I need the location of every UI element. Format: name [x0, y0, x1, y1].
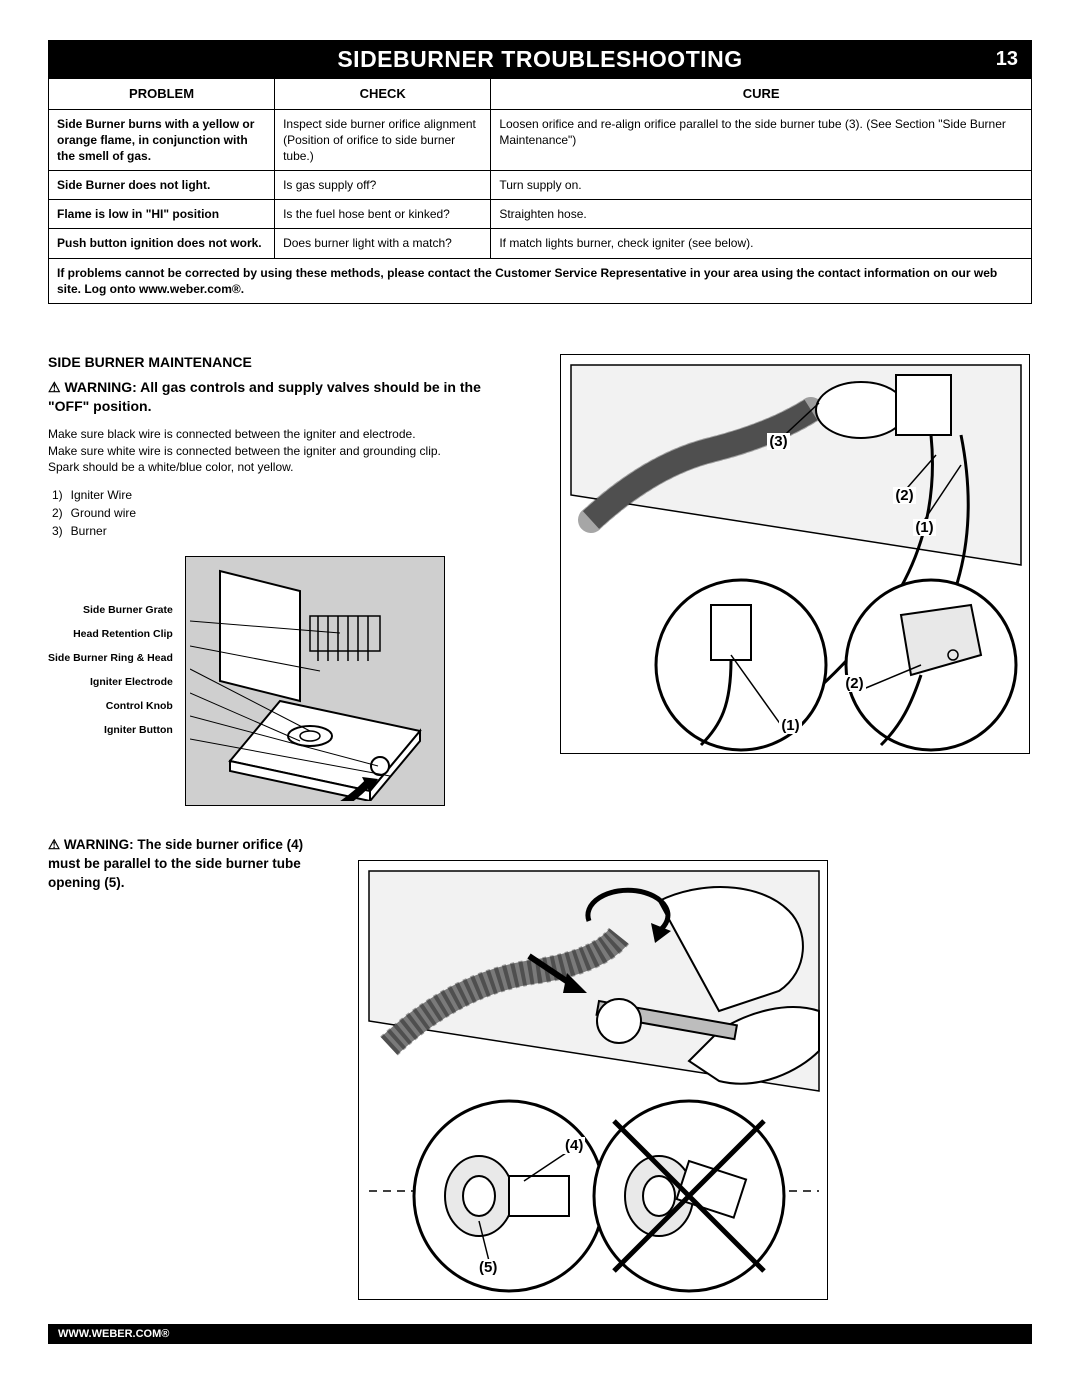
page-title: SIDEBURNER TROUBLESHOOTING: [337, 46, 742, 73]
list-text: Igniter Wire: [71, 486, 132, 504]
table-row: Flame is low in "HI" position Is the fue…: [49, 200, 1032, 229]
exploded-diagram: [185, 556, 445, 806]
body-line: Make sure white wire is connected betwee…: [48, 444, 441, 458]
orifice-svg-icon: [359, 861, 828, 1300]
th-problem: PROBLEM: [49, 79, 275, 110]
part-label: Igniter Button: [104, 724, 173, 736]
title-bar: SIDEBURNER TROUBLESHOOTING 13: [48, 40, 1032, 78]
callout-5: (5): [477, 1259, 499, 1276]
body-line: Spark should be a white/blue color, not …: [48, 460, 293, 474]
cell-problem: Side Burner burns with a yellow or orang…: [49, 109, 275, 171]
exploded-diagram-row: Side Burner Grate Head Retention Clip Si…: [48, 556, 520, 806]
list-num: 3): [52, 522, 63, 540]
footer-bar: WWW.WEBER.COM®: [48, 1324, 1032, 1344]
cell-check: Inspect side burner orifice alignment (P…: [275, 109, 491, 171]
table-row: Side Burner burns with a yellow or orang…: [49, 109, 1032, 171]
table-footer-text: If problems cannot be corrected by using…: [49, 258, 1032, 303]
part-label: Head Retention Clip: [73, 628, 173, 640]
table-footer-row: If problems cannot be corrected by using…: [49, 258, 1032, 303]
numbered-list: 1) Igniter Wire 2) Ground wire 3) Burner: [52, 486, 520, 540]
cell-cure: Turn supply on.: [491, 171, 1032, 200]
list-num: 1): [52, 486, 63, 504]
cell-check: Does burner light with a match?: [275, 229, 491, 258]
part-label: Control Knob: [106, 700, 173, 712]
troubleshooting-table: PROBLEM CHECK CURE Side Burner burns wit…: [48, 78, 1032, 304]
callout-1a: (1): [913, 519, 935, 536]
orifice-figure: (4) (5): [358, 860, 828, 1300]
exploded-svg-icon: [190, 561, 440, 801]
cell-check: Is gas supply off?: [275, 171, 491, 200]
section-heading: SIDE BURNER MAINTENANCE: [48, 354, 520, 370]
callout-3: (3): [767, 433, 789, 450]
cell-cure: Straighten hose.: [491, 200, 1032, 229]
table-row: Push button ignition does not work. Does…: [49, 229, 1032, 258]
part-label: Igniter Electrode: [90, 676, 173, 688]
list-num: 2): [52, 504, 63, 522]
cell-check: Is the fuel hose bent or kinked?: [275, 200, 491, 229]
page-number: 13: [996, 48, 1018, 71]
maintenance-body: Make sure black wire is connected betwee…: [48, 426, 520, 476]
list-text: Ground wire: [71, 504, 136, 522]
wiring-figure: (3) (2) (1) (2) (1): [560, 354, 1030, 754]
cell-cure: Loosen orifice and re-align orifice para…: [491, 109, 1032, 171]
callout-1b: (1): [779, 717, 801, 734]
callout-4: (4): [563, 1137, 585, 1154]
part-label: Side Burner Grate: [83, 604, 173, 616]
list-text: Burner: [71, 522, 107, 540]
cell-problem: Side Burner does not light.: [49, 171, 275, 200]
cell-cure: If match lights burner, check igniter (s…: [491, 229, 1032, 258]
wiring-svg-icon: [561, 355, 1030, 754]
body-line: Make sure black wire is connected betwee…: [48, 427, 416, 441]
cell-problem: Push button ignition does not work.: [49, 229, 275, 258]
table-row: Side Burner does not light. Is gas suppl…: [49, 171, 1032, 200]
callout-2a: (2): [893, 487, 915, 504]
part-label: Side Burner Ring & Head: [48, 652, 173, 664]
th-cure: CURE: [491, 79, 1032, 110]
warning-text: ⚠ WARNING: All gas controls and supply v…: [48, 378, 520, 416]
th-check: CHECK: [275, 79, 491, 110]
part-labels: Side Burner Grate Head Retention Clip Si…: [48, 556, 173, 736]
cell-problem: Flame is low in "HI" position: [49, 200, 275, 229]
callout-2b: (2): [843, 675, 865, 692]
footer-url: WWW.WEBER.COM®: [58, 1328, 169, 1340]
warning-2: ⚠ WARNING: The side burner orifice (4) m…: [48, 836, 328, 893]
